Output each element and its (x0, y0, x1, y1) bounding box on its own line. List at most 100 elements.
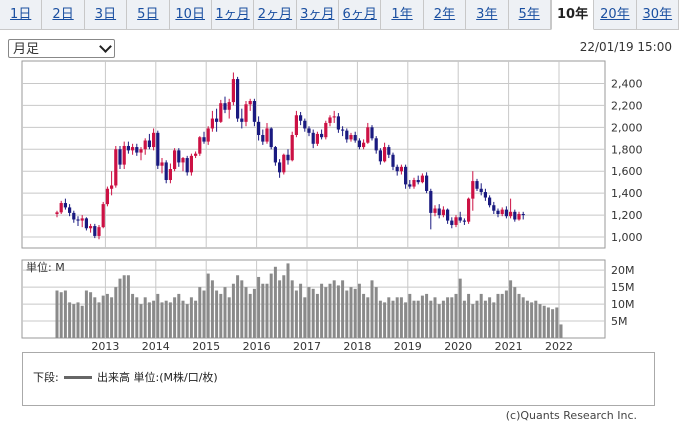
tab-6m[interactable]: 6ヶ月 (339, 0, 382, 30)
candle-body (202, 137, 206, 142)
volume-bar (294, 290, 298, 338)
candle-body (93, 226, 97, 236)
candle-body (156, 132, 160, 166)
volume-bar (139, 304, 143, 338)
volume-bar (437, 304, 441, 338)
volume-bar (551, 309, 555, 338)
volume-bar (420, 295, 424, 338)
volume-bar (467, 293, 471, 338)
candle-body (185, 158, 189, 173)
volume-bar (395, 297, 399, 338)
candle-body (446, 209, 450, 221)
volume-bar (156, 293, 160, 338)
volume-bar (479, 293, 483, 338)
candle-body (294, 115, 298, 136)
volume-bar (72, 304, 76, 338)
volume-bar (198, 287, 202, 338)
candle-body (349, 135, 353, 140)
candle-body (458, 217, 462, 221)
volume-bar (362, 293, 366, 338)
volume-bar (521, 297, 525, 338)
candle-body (454, 217, 458, 225)
volume-bar (206, 273, 210, 338)
period-select[interactable]: 月足 (8, 39, 115, 58)
volume-bar (345, 290, 349, 338)
tab-10d[interactable]: 10日 (169, 0, 212, 30)
volume-bar (210, 280, 214, 338)
x-tick-label: 2016 (243, 340, 271, 352)
legend-series: 出来高 単位:(M株/口/枚) (97, 371, 218, 384)
volume-bar (341, 280, 345, 338)
tab-20y[interactable]: 20年 (594, 0, 637, 30)
volume-bar (509, 280, 513, 338)
volume-bar (404, 302, 408, 338)
tab-3d[interactable]: 3日 (84, 0, 128, 30)
candle-body (517, 213, 521, 220)
volume-bar (299, 283, 303, 338)
candle-body (324, 122, 328, 138)
tab-1y[interactable]: 1年 (381, 0, 424, 30)
candle-body (286, 154, 290, 161)
tab-2m[interactable]: 2ヶ月 (254, 0, 297, 30)
volume-bar (89, 292, 93, 338)
tab-3y[interactable]: 3年 (466, 0, 509, 30)
candle-body (118, 149, 122, 165)
candle-body (420, 175, 424, 183)
tab-5d[interactable]: 5日 (127, 0, 170, 30)
candle-body (425, 175, 429, 191)
volume-bar (252, 288, 256, 338)
x-tick-label: 2013 (91, 340, 119, 352)
volume-bar (227, 297, 231, 338)
volume-bar (328, 283, 332, 338)
tab-5y[interactable]: 5年 (508, 0, 551, 30)
tab-1m[interactable]: 1ヶ月 (211, 0, 255, 30)
candle-body (223, 103, 227, 110)
tab-1d[interactable]: 1日 (0, 0, 43, 30)
volume-bar (534, 300, 538, 338)
candle-body (231, 79, 235, 103)
candle-body (269, 128, 273, 148)
volume-bar (152, 300, 156, 338)
volume-bar (265, 283, 269, 338)
candle-body (143, 140, 147, 150)
volume-bar (311, 288, 315, 338)
candle-body (492, 205, 496, 211)
period-tabs: 1日 2日 3日 5日 10日 1ヶ月 2ヶ月 3ヶ月 6ヶ月 1年 2年 3年… (0, 0, 679, 30)
volume-legend-swatch (64, 376, 92, 379)
tab-2d[interactable]: 2日 (42, 0, 85, 30)
candle-body (433, 208, 437, 213)
volume-bar (555, 307, 559, 338)
volume-bar (290, 280, 294, 338)
legend-label: 下段: (33, 371, 59, 384)
period-select-value: 月足 (13, 42, 40, 57)
volume-bar (173, 297, 177, 338)
volume-bar (55, 290, 59, 338)
candle-body (76, 219, 80, 221)
candle-body (198, 137, 202, 154)
candle-body (479, 188, 483, 193)
candle-body (210, 118, 214, 129)
candle-body (147, 140, 151, 148)
volume-bar (349, 287, 353, 338)
tab-2y[interactable]: 2年 (423, 0, 467, 30)
tab-10y[interactable]: 10年 (550, 0, 595, 30)
candle-body (509, 211, 513, 217)
candle-body (374, 138, 378, 151)
tab-30y[interactable]: 30年 (636, 0, 679, 30)
volume-bar (315, 293, 319, 338)
volume-y-tick-label: 5M (611, 315, 628, 328)
volume-bar (59, 292, 63, 338)
candle-body (168, 169, 172, 180)
price-y-tick-label: 2,000 (611, 121, 643, 134)
candle-body (273, 147, 277, 163)
candle-body (462, 220, 466, 222)
candle-body (139, 149, 143, 153)
candle-body (194, 153, 198, 156)
volume-bar (147, 302, 151, 338)
candle-body (282, 154, 286, 173)
candle-body (219, 103, 223, 122)
volume-bar (504, 290, 508, 338)
x-tick-label: 2017 (293, 340, 321, 352)
tab-3m[interactable]: 3ヶ月 (296, 0, 339, 30)
candle-body (504, 209, 508, 217)
